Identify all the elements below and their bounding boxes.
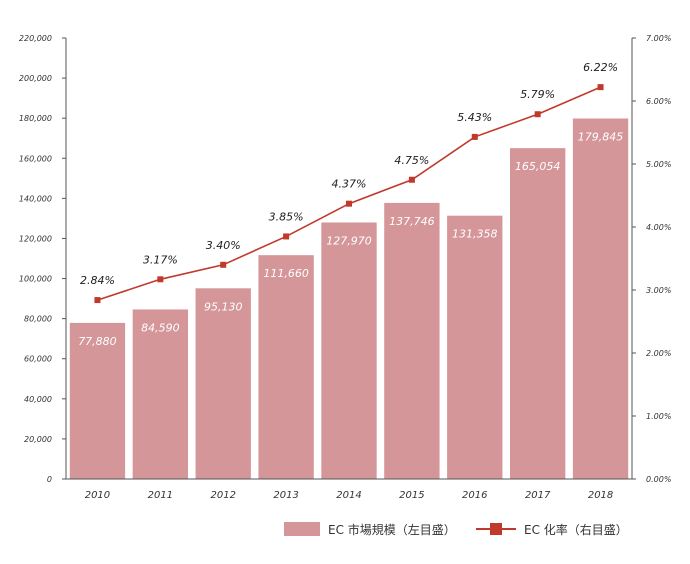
legend-item-ec-rate: EC 化率（右目盛） <box>476 517 628 541</box>
line-value-label: 3.85% <box>269 210 304 223</box>
x-tick-label: 2012 <box>210 490 235 501</box>
legend-label-ec-rate: EC 化率（右目盛） <box>524 522 628 537</box>
line-marker <box>157 276 164 283</box>
line-value-label: 4.37% <box>332 178 367 191</box>
y-right-tick-label: 4.00% <box>646 223 671 232</box>
line-marker <box>534 111 541 118</box>
x-tick-label: 2011 <box>148 490 173 501</box>
legend: EC 市場規模（左目盛） EC 化率（右目盛） <box>0 517 690 541</box>
bar-value-label: 77,880 <box>78 335 117 348</box>
line-marker <box>283 233 290 240</box>
line-value-label: 6.22% <box>583 61 618 74</box>
y-right-tick-label: 0.00% <box>646 475 671 484</box>
y-left-tick-label: 140,000 <box>19 194 52 203</box>
line-marker <box>408 176 415 183</box>
x-tick-label: 2016 <box>462 490 487 501</box>
y-left-tick-label: 220,000 <box>19 34 52 43</box>
line-value-label: 4.75% <box>394 154 429 167</box>
bar <box>447 215 503 479</box>
y-left-tick-label: 200,000 <box>19 74 52 83</box>
legend-marker <box>490 523 502 535</box>
bar <box>321 222 377 479</box>
bar <box>258 255 314 479</box>
line-value-label: 2.84% <box>80 274 115 287</box>
line-value-label: 3.17% <box>143 253 178 266</box>
y-left-tick-label: 160,000 <box>19 154 52 163</box>
bar-value-label: 127,970 <box>326 234 372 247</box>
bar-value-label: 179,845 <box>578 130 624 143</box>
bar <box>69 322 126 479</box>
x-tick-label: 2010 <box>85 490 110 501</box>
x-tick-label: 2018 <box>588 490 613 501</box>
line-value-label: 5.43% <box>457 111 492 124</box>
y-right-tick-label: 3.00% <box>646 286 671 295</box>
line-marker <box>220 261 227 268</box>
y-left-tick-label: 60,000 <box>24 355 52 364</box>
x-tick-label: 2015 <box>399 490 424 501</box>
legend-swatch-bar <box>284 522 320 536</box>
y-right-tick-label: 2.00% <box>646 349 671 358</box>
line-marker <box>346 200 352 207</box>
y-right-tick-label: 7.00% <box>646 34 671 43</box>
y-left-tick-label: 100,000 <box>19 275 52 284</box>
legend-item-ec-market-size: EC 市場規模（左目盛） <box>284 517 456 541</box>
line-marker <box>94 297 101 304</box>
line-marker <box>597 84 604 91</box>
bar-value-label: 111,660 <box>263 267 309 280</box>
y-left-tick-label: 120,000 <box>19 234 52 243</box>
bar-value-label: 95,130 <box>204 300 243 313</box>
line-value-label: 5.79% <box>520 88 555 101</box>
y-right-tick-label: 5.00% <box>646 160 671 169</box>
y-right-tick-label: 6.00% <box>646 97 671 106</box>
y-left-tick-label: 40,000 <box>24 395 52 404</box>
bar <box>509 148 566 479</box>
x-tick-label: 2013 <box>273 490 298 501</box>
bar-value-label: 84,590 <box>141 321 180 334</box>
bar <box>195 288 251 479</box>
x-tick-label: 2014 <box>336 490 361 501</box>
x-tick-label: 2017 <box>525 490 551 501</box>
y-left-tick-label: 0 <box>47 475 52 484</box>
bar <box>384 202 440 479</box>
bar-value-label: 165,054 <box>515 160 561 173</box>
bar <box>572 118 629 479</box>
line-marker <box>471 133 478 140</box>
y-left-tick-label: 20,000 <box>24 435 52 444</box>
y-left-tick-label: 80,000 <box>24 315 52 324</box>
bar <box>132 309 189 479</box>
y-left-tick-label: 180,000 <box>19 114 52 123</box>
legend-label-ec-market-size: EC 市場規模（左目盛） <box>328 522 456 537</box>
line-value-label: 3.40% <box>206 239 241 252</box>
y-right-tick-label: 1.00% <box>646 412 671 421</box>
bar-value-label: 131,358 <box>452 228 498 241</box>
legend-swatch-line <box>476 522 516 536</box>
bar-value-label: 137,746 <box>389 215 435 228</box>
